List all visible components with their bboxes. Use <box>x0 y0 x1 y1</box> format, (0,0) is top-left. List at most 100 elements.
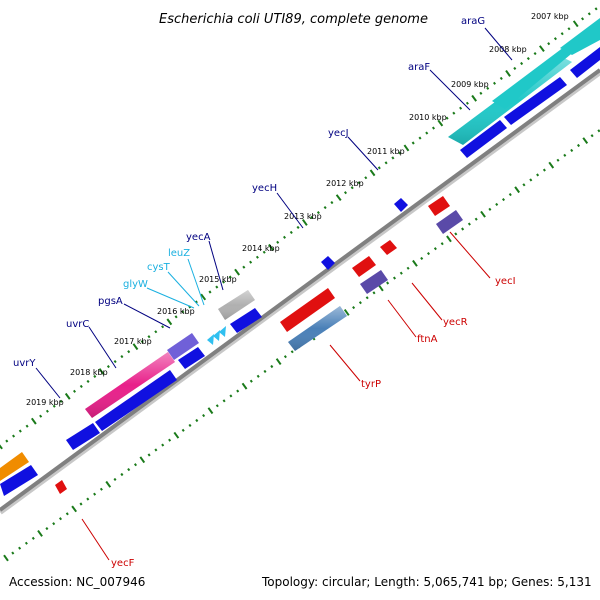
minor-tick <box>79 384 83 388</box>
gene-label-pgsA[interactable]: pgsA <box>98 296 123 307</box>
cds-small-red[interactable] <box>380 240 397 255</box>
major-tick <box>166 318 173 326</box>
gene-pgsA-block[interactable] <box>167 333 199 360</box>
major-tick <box>538 45 545 53</box>
gene-label-yecA[interactable]: yecA <box>186 232 211 243</box>
minor-tick <box>529 178 533 182</box>
minor-tick <box>79 502 83 506</box>
cds-next[interactable] <box>570 47 600 78</box>
minor-tick <box>120 355 124 359</box>
kbp-label-2015: 2015 kbp <box>199 275 237 284</box>
major-tick <box>369 169 376 177</box>
minor-tick <box>440 242 444 246</box>
minor-tick <box>93 374 97 378</box>
gene-yecI-purple[interactable] <box>436 210 463 234</box>
gene-label-ftnA[interactable]: ftnA <box>417 334 438 345</box>
minor-tick <box>127 468 131 472</box>
minor-tick <box>276 240 280 244</box>
trna-cysT-icon[interactable] <box>213 330 220 341</box>
gene-label-tyrP[interactable]: tyrP <box>361 379 381 390</box>
major-tick <box>173 431 180 439</box>
major-tick <box>139 456 146 464</box>
minor-tick <box>86 379 90 384</box>
trna-glyW-icon[interactable] <box>219 326 226 337</box>
gene-label-araG[interactable]: araG <box>461 16 485 27</box>
gene-label-uvrY[interactable]: uvrY <box>13 358 36 369</box>
leader-glyW <box>146 287 195 309</box>
gene-label-araF[interactable]: araF <box>408 62 430 73</box>
gene-label-yecF[interactable]: yecF <box>111 558 135 569</box>
cds-araG[interactable] <box>504 77 567 125</box>
leader-araG <box>484 27 513 61</box>
gene-label-uvrC[interactable]: uvrC <box>66 319 89 330</box>
minor-tick <box>181 310 185 314</box>
gene-label-cysT[interactable]: cysT <box>147 262 171 273</box>
minor-tick <box>465 101 469 105</box>
minor-tick <box>195 418 199 423</box>
minor-tick <box>12 434 16 438</box>
kbp-label-2012: 2012 kbp <box>326 179 364 188</box>
trna-leuZ-icon[interactable] <box>207 334 214 345</box>
cds-yecA[interactable] <box>230 308 262 333</box>
minor-tick <box>289 230 293 234</box>
minor-tick <box>113 477 117 481</box>
gene-label-yecI[interactable]: yecI <box>495 276 516 287</box>
cds-yecJ[interactable] <box>394 198 408 212</box>
minor-tick <box>296 225 300 230</box>
minor-tick <box>215 285 219 289</box>
major-tick <box>268 243 274 251</box>
cds-yecH[interactable] <box>321 256 335 270</box>
minor-tick <box>65 512 69 516</box>
leader-pgsA <box>123 303 171 329</box>
cds-tyrP[interactable] <box>280 288 335 332</box>
major-tick <box>377 284 384 292</box>
minor-tick <box>391 156 395 160</box>
major-tick <box>105 480 112 488</box>
minor-tick <box>576 143 581 148</box>
cds-yecI[interactable] <box>428 196 450 216</box>
gene-label-yecJ[interactable]: yecJ <box>328 128 349 139</box>
minor-tick <box>147 335 151 339</box>
minor-tick <box>587 12 591 16</box>
minor-tick <box>202 414 206 418</box>
minor-tick <box>459 106 463 110</box>
cds-yecR[interactable] <box>352 256 376 277</box>
gene-orange-block[interactable] <box>0 452 29 481</box>
minor-tick <box>45 409 49 413</box>
cds-araF[interactable] <box>460 120 507 158</box>
leader-yecR <box>411 282 443 321</box>
minor-tick <box>194 300 198 304</box>
major-tick <box>301 219 308 226</box>
cds-uvrY[interactable] <box>66 423 100 450</box>
gene-label-yecR[interactable]: yecR <box>443 317 468 328</box>
cds-pgsA[interactable] <box>178 347 205 369</box>
minor-tick <box>221 280 226 284</box>
minor-tick <box>445 116 449 120</box>
minor-tick <box>127 350 131 354</box>
gene-label-leuZ[interactable]: leuZ <box>168 248 190 259</box>
major-tick <box>37 530 43 537</box>
minor-tick <box>147 453 151 457</box>
cds-left-edge[interactable] <box>0 465 38 496</box>
minor-tick <box>154 330 158 334</box>
minor-tick <box>270 364 274 369</box>
minor-tick <box>399 271 403 275</box>
gene-label-yecH[interactable]: yecH <box>252 183 277 194</box>
minor-tick <box>488 207 492 211</box>
minor-tick <box>420 256 424 260</box>
kbp-label-2018: 2018 kbp <box>70 368 108 377</box>
minor-tick <box>364 176 368 180</box>
genome-backbone <box>0 68 600 512</box>
gene-ftnA-purple[interactable] <box>360 270 388 294</box>
minor-tick <box>52 404 56 408</box>
cds-yecF[interactable] <box>55 480 67 494</box>
minor-tick <box>140 340 144 344</box>
cds-uvrC[interactable] <box>95 370 177 431</box>
minor-tick <box>547 42 551 46</box>
genome-title: Escherichia coli UTI89, complete genome <box>159 12 428 27</box>
gene-label-glyW[interactable]: glyW <box>123 279 148 290</box>
minor-tick <box>11 551 15 555</box>
major-tick <box>403 144 410 152</box>
minor-tick <box>242 265 246 269</box>
minor-tick <box>467 222 471 226</box>
